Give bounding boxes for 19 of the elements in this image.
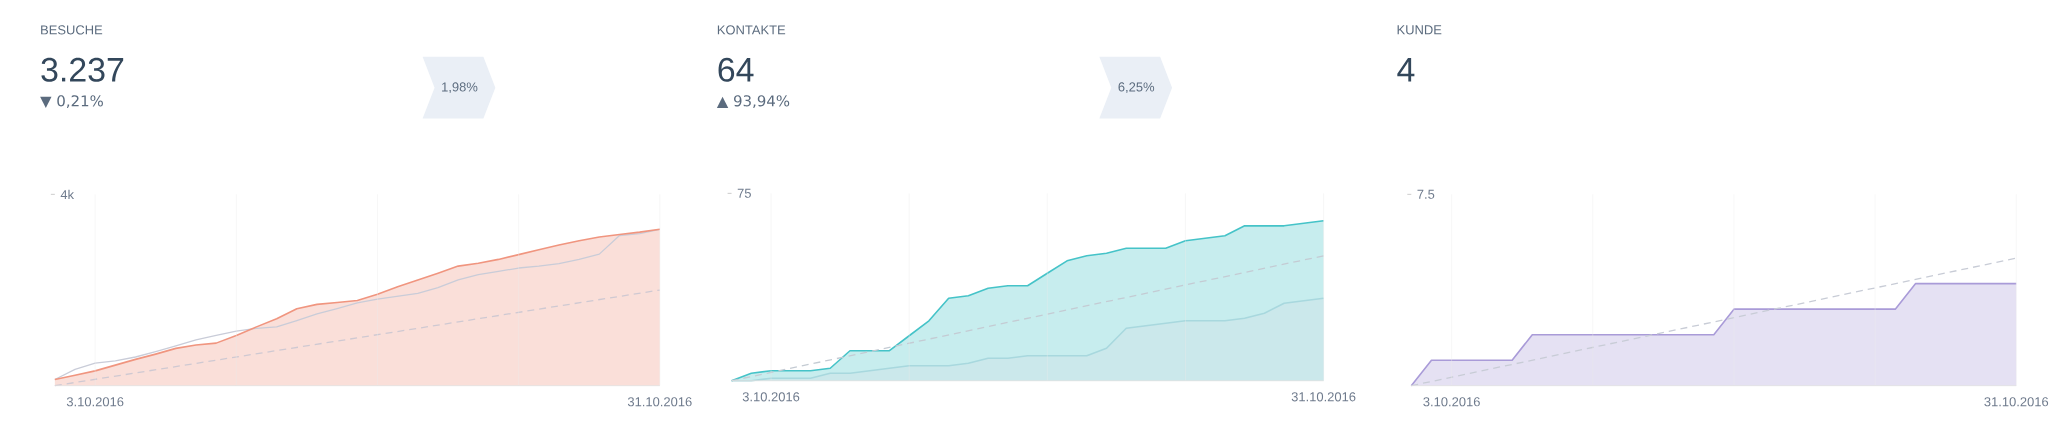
y-tick-label: 7.5 [1417, 190, 1435, 200]
x-tick-label: 3.10.2016 [742, 392, 800, 402]
y-tick-label: 75 [737, 189, 751, 199]
text: 6,25% [1118, 82, 1155, 94]
text: ▼ 0,21% [40, 95, 103, 109]
x-tick-label: 31.10.2016 [1984, 397, 2049, 407]
text: 3.237 [41, 57, 124, 82]
text: ▲ 93,94% [716, 95, 790, 109]
x-tick-label: 31.10.2016 [627, 397, 692, 407]
text: 1,98% [442, 82, 478, 94]
y-tick-label: 4k [60, 189, 75, 200]
text: 4 [1397, 58, 1415, 82]
text: 64 [718, 57, 754, 82]
x-tick-label: 31.10.2016 [1291, 392, 1356, 402]
x-tick-label: 3.10.2016 [1423, 397, 1480, 407]
chart-title: KUNDE [1397, 25, 1442, 35]
x-tick-label: 3.10.2016 [66, 397, 124, 407]
chart-title: BESUCHE [41, 25, 103, 35]
chart-title: KONTAKTE [717, 25, 786, 35]
